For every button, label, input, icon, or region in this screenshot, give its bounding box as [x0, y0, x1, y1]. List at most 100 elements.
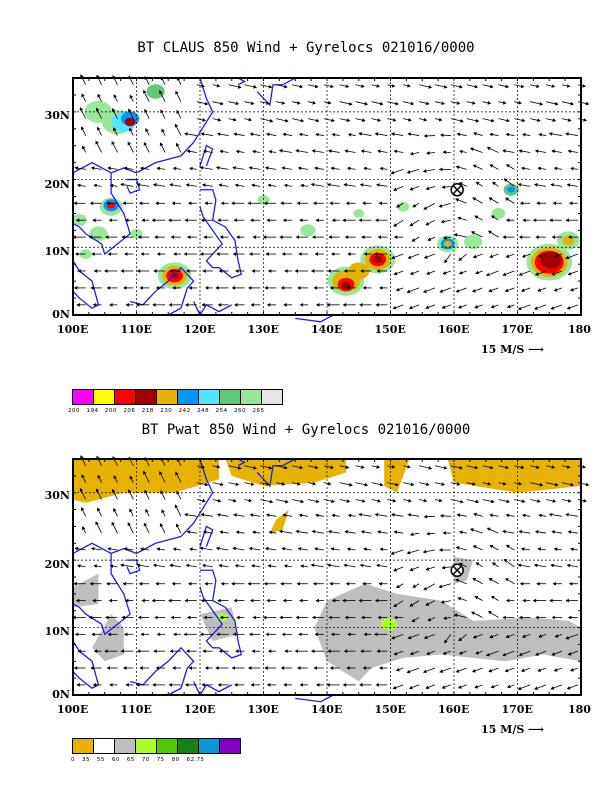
wind-arrow [482, 84, 493, 88]
cloud-top-patch [111, 112, 136, 132]
wind-arrow-head [506, 499, 511, 504]
wind-arrow-head [91, 252, 95, 256]
wind-arrow-head [269, 499, 274, 504]
wind-arrow [489, 164, 499, 170]
wind-arrow-head [266, 101, 270, 105]
wind-arrow-head [123, 547, 128, 551]
wind-arrow-head [358, 512, 362, 517]
wind-arrow-head [129, 508, 133, 513]
wind-arrow [371, 499, 381, 502]
wind-arrow-head [475, 181, 480, 186]
wind-arrow-head [475, 562, 480, 566]
wind-arrow [504, 178, 515, 187]
wind-arrow-head [135, 683, 140, 687]
wind-arrow [94, 184, 102, 187]
wind-arrow [466, 499, 479, 503]
wind-arrow [299, 514, 309, 517]
wind-arrow [554, 548, 563, 551]
wind-arrow [443, 236, 451, 239]
wind-arrow-head [266, 218, 270, 223]
wind-arrow-head [346, 666, 350, 670]
wind-arrow [514, 118, 525, 122]
wind-arrow-head [537, 668, 542, 672]
wind-arrow-head [536, 465, 540, 469]
wind-arrow-head [121, 235, 125, 240]
wind-arrow-head [201, 683, 205, 687]
wind-arrow-head [459, 149, 463, 154]
cloud-top-patch [332, 270, 360, 293]
wind-arrow [323, 84, 334, 88]
wind-arrow-head [517, 686, 522, 691]
wind-arrow-head [128, 456, 132, 461]
wind-arrow [173, 167, 182, 170]
wind-arrow-head [315, 132, 319, 137]
wind-arrow-head [330, 166, 335, 171]
wind-arrow-head [348, 102, 353, 106]
wind-arrow [97, 127, 102, 136]
wind-arrow-head [485, 652, 490, 657]
wind-arrow [535, 270, 547, 276]
wind-arrow [228, 118, 236, 121]
wind-arrow-head [299, 598, 303, 603]
cloud-top-patch [530, 247, 568, 277]
wind-arrow-head [295, 615, 300, 620]
wind-arrow [298, 167, 309, 170]
wind-arrow [475, 270, 483, 274]
wind-arrow [577, 482, 589, 486]
wind-arrow [530, 84, 540, 88]
wind-arrow [418, 499, 427, 502]
wind-arrow-head [505, 164, 510, 168]
wind-arrow [505, 287, 515, 292]
wind-arrow-head [567, 652, 572, 656]
wind-arrow-head [490, 215, 495, 219]
wind-arrow-head [82, 145, 86, 150]
wind-arrow-head [313, 666, 317, 670]
wind-arrow-head [97, 474, 101, 479]
wind-arrow [443, 270, 451, 275]
wind-arrow-head [345, 201, 350, 206]
wind-arrow-head [534, 149, 539, 154]
wind-arrow-head [551, 465, 556, 469]
wind-arrow-head [135, 302, 140, 307]
wind-arrow-head [169, 563, 173, 568]
wind-arrow-head [283, 564, 288, 568]
wind-arrow-head [443, 465, 448, 470]
wind-arrow [355, 499, 365, 502]
wind-arrow-head [438, 167, 443, 172]
wind-arrow [518, 183, 531, 187]
wind-arrow [212, 482, 224, 486]
wind-arrow-head [534, 306, 538, 310]
wind-arrow [377, 531, 388, 534]
wind-arrow [459, 650, 467, 655]
wind-arrow [535, 650, 547, 656]
wind-arrow [457, 217, 467, 221]
wind-arrow [361, 150, 372, 153]
wind-arrow-head [145, 508, 149, 513]
wind-arrow [216, 547, 229, 551]
wind-arrow-head [284, 118, 289, 123]
wind-arrow-head [251, 564, 255, 568]
cloud-top-patch [157, 262, 192, 290]
wind-arrow-head [393, 603, 398, 608]
wind-arrow-head [502, 481, 507, 486]
wind-arrow-head [250, 482, 255, 486]
wind-arrow-head [583, 118, 587, 122]
korea-coastline [237, 458, 246, 467]
wind-arrow-head [264, 286, 268, 290]
wind-arrow-head [474, 215, 479, 219]
wind-arrow [359, 513, 372, 517]
wind-arrow-head [76, 302, 80, 307]
wind-arrow-head [330, 632, 335, 637]
wind-arrow-head [171, 201, 176, 206]
wind-arrow [537, 667, 547, 672]
cloud-top-patch [84, 100, 113, 123]
wind-arrow [393, 219, 404, 227]
wind-arrow-head [298, 632, 302, 637]
wind-arrow [474, 304, 483, 309]
wind-arrow [323, 482, 331, 485]
wind-arrow-head [252, 615, 256, 620]
wind-arrow-head [537, 499, 541, 503]
wind-arrow-head [567, 118, 572, 122]
wind-arrow-head [553, 288, 558, 292]
pwat-dry-region [73, 459, 220, 503]
